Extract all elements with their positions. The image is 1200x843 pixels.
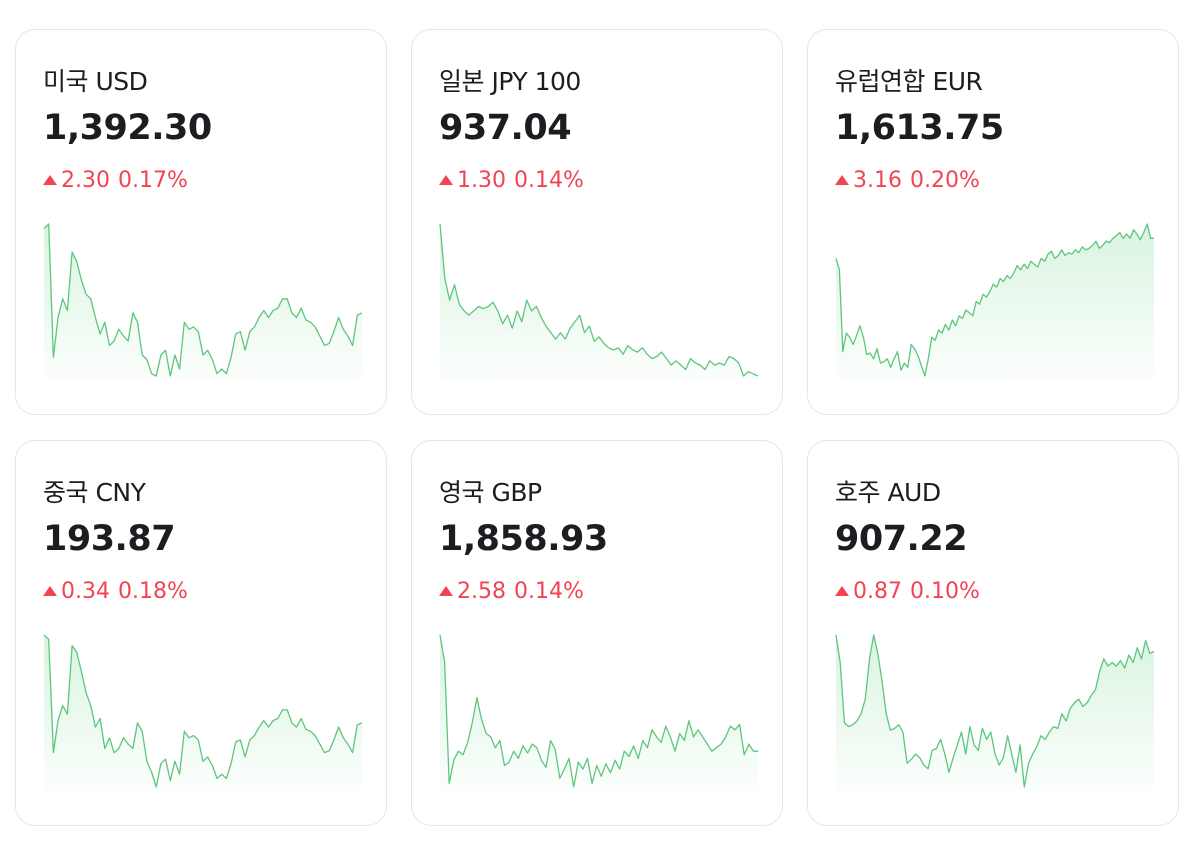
- sparkline-chart: [43, 223, 363, 380]
- sparkline-line: [439, 223, 759, 377]
- change-amount: 2.58: [457, 579, 506, 604]
- currency-name: 미국 USD: [43, 67, 148, 96]
- up-triangle-icon: [43, 174, 57, 185]
- currency-name: 영국 GBP: [439, 478, 542, 507]
- currency-card-usd[interactable]: 미국 USD 1,392.30 2.30 0.17%: [15, 29, 387, 415]
- currency-name: 중국 CNY: [43, 478, 146, 507]
- currency-card-cny[interactable]: 중국 CNY 193.87 0.34 0.18%: [15, 440, 387, 826]
- rate-change: 0.87 0.10%: [835, 579, 980, 604]
- exchange-rate: 937.04: [439, 108, 572, 148]
- change-amount: 3.16: [853, 168, 902, 193]
- sparkline-line: [43, 223, 363, 377]
- rate-change: 3.16 0.20%: [835, 168, 980, 193]
- currency-name: 호주 AUD: [835, 478, 941, 507]
- up-triangle-icon: [439, 174, 453, 185]
- currency-card-aud[interactable]: 호주 AUD 907.22 0.87 0.10%: [807, 440, 1179, 826]
- up-triangle-icon: [835, 585, 849, 596]
- sparkline-area: [44, 224, 362, 380]
- change-percent: 0.17%: [117, 168, 188, 193]
- sparkline-line: [43, 634, 363, 788]
- currency-card-jpy[interactable]: 일본 JPY 100 937.04 1.30 0.14%: [411, 29, 783, 415]
- change-percent: 0.20%: [909, 168, 980, 193]
- rate-change: 2.58 0.14%: [439, 579, 584, 604]
- currency-card-eur[interactable]: 유럽연합 EUR 1,613.75 3.16 0.20%: [807, 29, 1179, 415]
- exchange-rate: 193.87: [43, 519, 176, 559]
- sparkline-line: [835, 634, 1155, 788]
- up-triangle-icon: [439, 585, 453, 596]
- change-amount: 0.87: [853, 579, 902, 604]
- sparkline-chart: [835, 634, 1155, 791]
- change-amount: 0.34: [61, 579, 110, 604]
- sparkline-line: [439, 634, 758, 788]
- currency-name: 유럽연합 EUR: [835, 67, 983, 96]
- change-percent: 0.10%: [909, 579, 980, 604]
- rate-change: 2.30 0.17%: [43, 168, 188, 193]
- rate-change: 0.34 0.18%: [43, 579, 188, 604]
- sparkline-area: [440, 224, 758, 380]
- sparkline-chart: [835, 223, 1154, 380]
- exchange-rate: 1,858.93: [439, 519, 608, 559]
- exchange-rate: 1,613.75: [835, 108, 1004, 148]
- rate-change: 1.30 0.14%: [439, 168, 584, 193]
- up-triangle-icon: [43, 585, 57, 596]
- sparkline-chart: [439, 223, 759, 380]
- sparkline-area: [44, 635, 362, 791]
- change-amount: 1.30: [457, 168, 506, 193]
- sparkline-area: [836, 635, 1154, 791]
- exchange-rate: 907.22: [835, 519, 968, 559]
- currency-name: 일본 JPY 100: [439, 67, 581, 96]
- sparkline-chart: [439, 634, 758, 791]
- sparkline-chart: [43, 634, 363, 791]
- currency-card-gbp[interactable]: 영국 GBP 1,858.93 2.58 0.14%: [411, 440, 783, 826]
- change-percent: 0.18%: [117, 579, 188, 604]
- change-percent: 0.14%: [513, 579, 584, 604]
- sparkline-line: [835, 223, 1154, 377]
- change-percent: 0.14%: [513, 168, 584, 193]
- up-triangle-icon: [835, 174, 849, 185]
- sparkline-area: [440, 635, 758, 791]
- change-amount: 2.30: [61, 168, 110, 193]
- sparkline-area: [836, 224, 1154, 380]
- exchange-rate: 1,392.30: [43, 108, 212, 148]
